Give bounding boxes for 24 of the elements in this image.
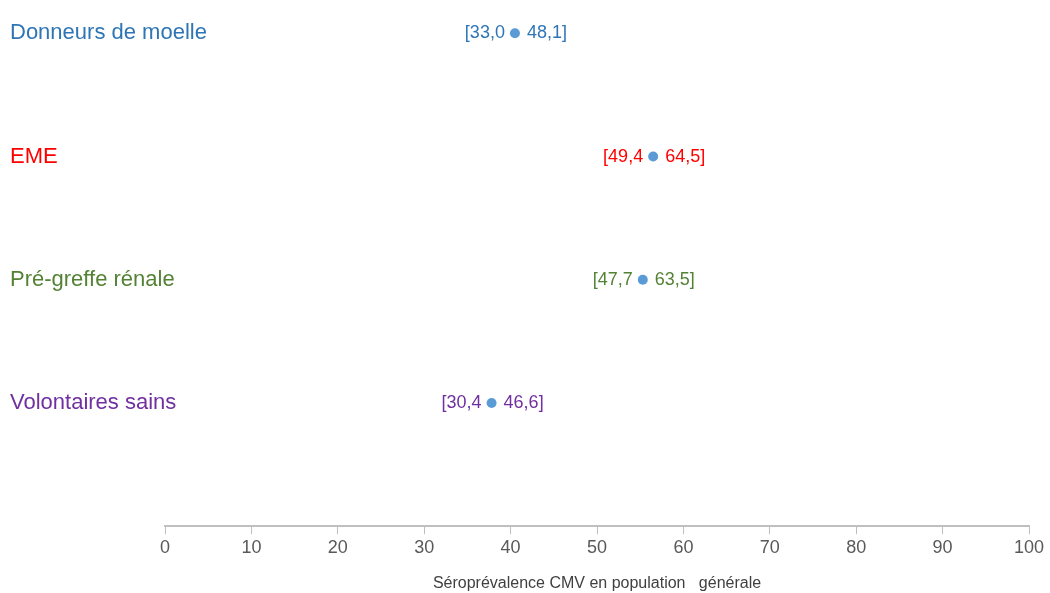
x-tick-label: 50 xyxy=(586,536,608,557)
y-tick-label: Donneurs de moelle xyxy=(10,19,207,45)
text: [47,7 63,5] xyxy=(592,268,695,289)
x-tick-label: 60 xyxy=(673,536,694,557)
x-axis-title: Séroprévalence CMV en population générale xyxy=(432,573,762,591)
y-tick-label: Pré-greffe rénale xyxy=(10,265,175,291)
x-tick-label: 40 xyxy=(500,536,521,557)
text: [33,0 48,1] xyxy=(464,22,567,43)
text: [30,4 46,6] xyxy=(441,391,544,412)
point xyxy=(509,28,520,39)
x-tick-label: 90 xyxy=(932,536,953,557)
x-tick-label: 100 xyxy=(1013,536,1045,557)
x-tick-label: 20 xyxy=(327,536,348,557)
text: [49,4 64,5] xyxy=(603,145,706,166)
x-tick-label: 70 xyxy=(759,536,780,557)
point xyxy=(486,397,497,408)
y-tick-label: Volontaires sains xyxy=(10,389,177,415)
x-tick-label: 80 xyxy=(846,536,867,557)
x-tick-label: 10 xyxy=(241,536,262,557)
x-tick-label: 0 xyxy=(159,536,171,557)
point xyxy=(637,274,648,285)
y-tick-label: EME xyxy=(10,142,58,168)
point xyxy=(648,151,659,162)
x-tick-label: 30 xyxy=(414,536,435,557)
